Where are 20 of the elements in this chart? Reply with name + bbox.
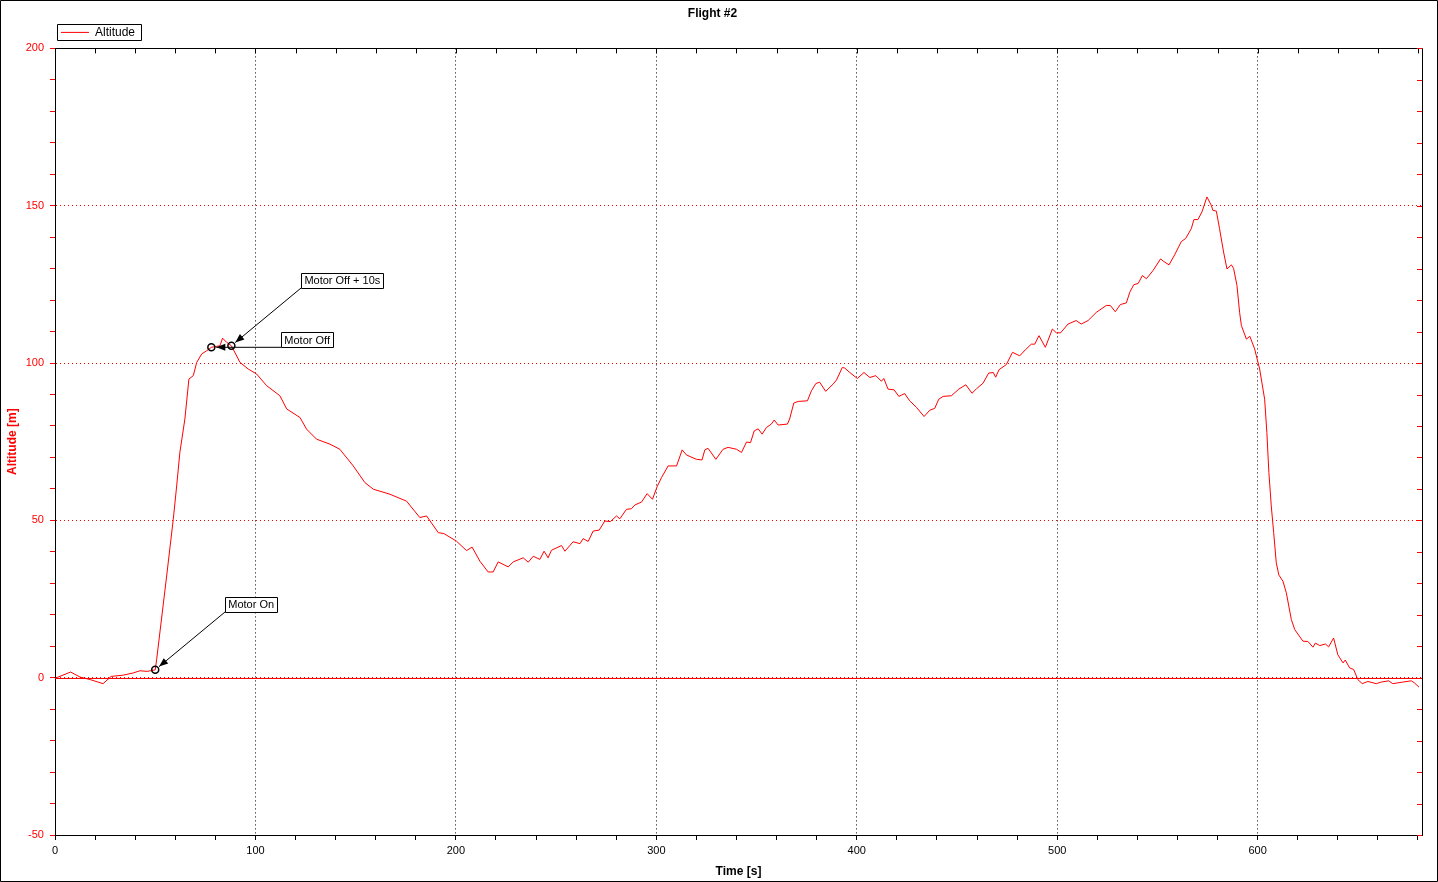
y-tick-label: 150 [25, 198, 44, 211]
legend-label: Altitude [95, 24, 136, 39]
y-tick-label: 100 [25, 356, 44, 369]
x-tick-label: 400 [847, 843, 866, 856]
x-axis-title: Time [s] [715, 864, 762, 879]
y-tick-label: -50 [28, 828, 44, 841]
y-axis-title: Altitude [m] [4, 408, 19, 476]
x-tick-label: 500 [1048, 843, 1067, 856]
x-tick-label: 300 [647, 843, 666, 856]
annotation: Motor Off + 10s [304, 274, 381, 287]
annotation: Motor Off [284, 333, 331, 346]
y-tick-label: 50 [31, 513, 44, 526]
y-tick-label: 0 [37, 670, 44, 683]
annotation: Motor On [228, 598, 275, 611]
x-tick-label: 100 [246, 843, 265, 856]
x-tick-label: 600 [1248, 843, 1267, 856]
x-tick-label: 200 [446, 843, 466, 856]
x-tick-label: 0 [51, 843, 59, 856]
chart-title: Flight #2 [687, 5, 738, 20]
y-tick-label: 200 [25, 41, 44, 54]
